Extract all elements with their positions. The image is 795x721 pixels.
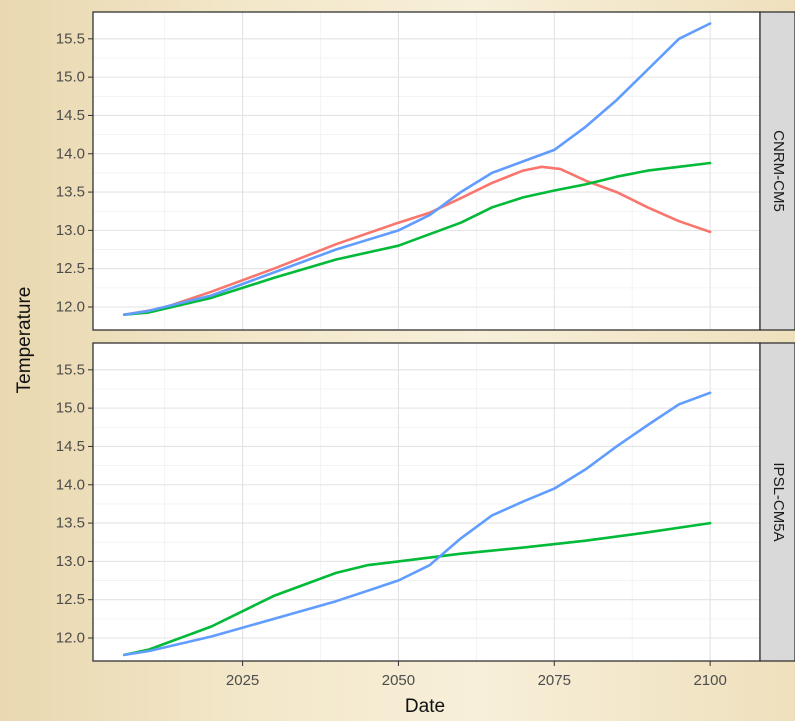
y-tick-label: 15.0 (56, 400, 85, 417)
panel-background (93, 12, 760, 330)
y-tick-label: 14.5 (56, 438, 85, 455)
x-tick-label: 2075 (538, 672, 571, 689)
y-tick-label: 13.5 (56, 184, 85, 201)
facet-strip (759, 11, 795, 331)
series-line (122, 391, 712, 657)
panel-background (93, 343, 760, 661)
y-tick-label: 13.0 (56, 553, 85, 570)
y-tick-label: 13.0 (56, 222, 85, 239)
facet-strip-label: CNRM-CM5 (770, 130, 787, 212)
y-tick-label: 15.5 (56, 30, 85, 47)
series-line (122, 521, 712, 657)
chart-panels: CNRM-CM5 12.0 12.5 13.0 13.5 14.0 14.5 15.0 15.5… (56, 11, 795, 689)
y-tick-label: 14.0 (56, 145, 85, 162)
y-tick-label: 12.0 (56, 630, 85, 647)
y-tick-label: 12.5 (56, 591, 85, 608)
y-tick-label: 12.5 (56, 260, 85, 277)
x-tick-label: 2100 (693, 672, 726, 689)
panel-1: CNRM-CM5 12.0 12.5 13.0 13.5 14.0 14.5 15.0 15.5 (56, 11, 795, 331)
y-axis-title: Temperature (14, 287, 35, 394)
y-tick-label: 12.0 (56, 299, 85, 316)
x-tick-label: 2025 (226, 672, 259, 689)
y-tick-label: 14.0 (56, 476, 85, 493)
panel-2: IPSL-CM5A 12.0 12.5 13.0 13.5 14.0 14.5 15.0 15.… (56, 342, 795, 689)
series-line (122, 22, 712, 317)
facet-strip-label: IPSL-CM5A (770, 462, 787, 541)
y-tick-label: 15.0 (56, 69, 85, 86)
y-tick-label: 13.5 (56, 515, 85, 532)
facet-strip (759, 342, 795, 662)
series-line (122, 161, 712, 317)
x-axis-title: Date (405, 696, 445, 717)
y-tick-label: 15.5 (56, 361, 85, 378)
y-tick-label: 14.5 (56, 107, 85, 124)
series-line (122, 165, 712, 317)
x-tick-label: 2050 (382, 672, 415, 689)
